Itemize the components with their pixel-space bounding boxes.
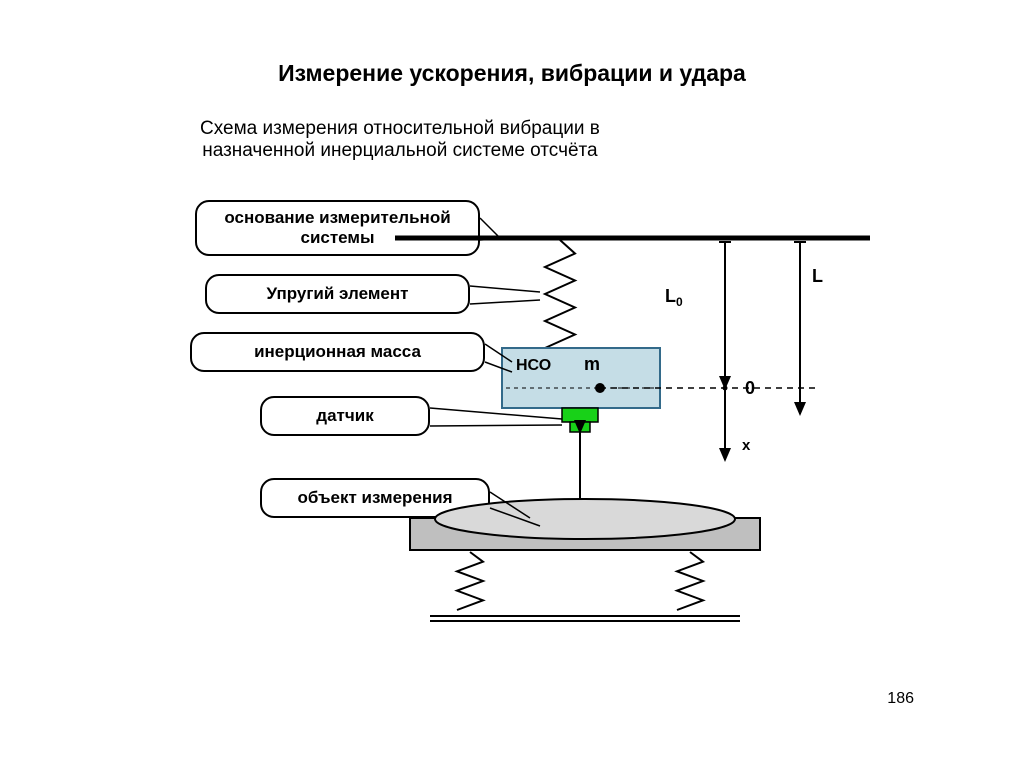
diagram-svg: L0L0xНСОm	[0, 0, 1024, 768]
svg-text:m: m	[584, 354, 600, 374]
svg-text:x: x	[742, 437, 751, 454]
svg-text:НСО: НСО	[516, 357, 551, 374]
svg-text:0: 0	[745, 378, 755, 398]
page-number: 186	[887, 690, 914, 708]
svg-text:L: L	[812, 266, 823, 286]
svg-text:L0: L0	[665, 286, 683, 309]
